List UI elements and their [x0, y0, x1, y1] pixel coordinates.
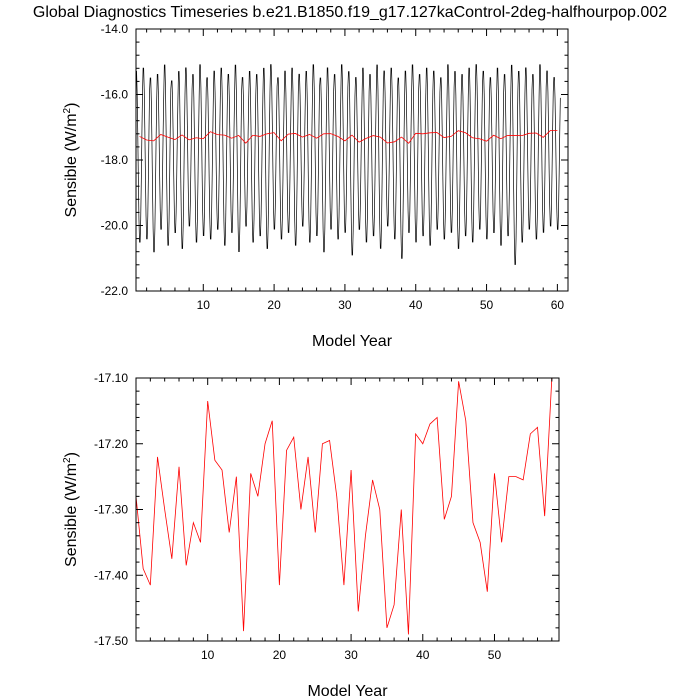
top-x-tick-label: 30	[338, 298, 352, 312]
top-series-group	[136, 64, 561, 265]
top-y-tick-label: -22.0	[101, 284, 129, 298]
bottom-y-axis-label: Sensible (W/m2)	[62, 452, 80, 567]
bottom-y-tick-label: -17.20	[94, 437, 128, 451]
bottom-x-tick-label: 20	[273, 648, 287, 662]
top-x-tick-label: 50	[480, 298, 494, 312]
top-y-tick-label: -14.0	[101, 22, 129, 36]
top-x-tick-label: 10	[197, 298, 211, 312]
bottom-x-axis-label: Model Year	[307, 683, 388, 700]
bottom-y-tick-label: -17.40	[94, 568, 128, 582]
bottom-y-tick-label: -17.50	[94, 634, 128, 648]
top-y-tick-label: -20.0	[101, 219, 129, 233]
top-plot-frame	[135, 28, 569, 292]
bottom-plot-frame	[135, 377, 560, 642]
bottom-y-tick-labels: -17.50 -17.40 -17.30 -17.20 -17.10	[94, 371, 128, 648]
top-x-tick-label: 40	[409, 298, 423, 312]
bottom-x-tick-label: 10	[201, 648, 215, 662]
bottom-ticks	[136, 377, 559, 642]
bottom-x-tick-labels: 10 20 30 40 50	[201, 648, 501, 662]
chart-title: Global Diagnostics Timeseries b.e21.B185…	[33, 4, 667, 21]
top-y-tick-label: -18.0	[101, 153, 129, 167]
bottom-y-tick-label: -17.30	[94, 503, 128, 517]
bottom-plot-area	[135, 377, 560, 642]
top-plot-area	[135, 28, 569, 292]
bottom-panel: 10 20 30 40 50 -17.50 -17.40 -17.30 -17.20 -17.1…	[62, 371, 560, 700]
top-annual-series-line	[139, 130, 558, 144]
top-y-tick-labels: -22.0 -20.0 -18.0 -16.0 -14.0	[101, 22, 129, 298]
top-y-axis-label: Sensible (W/m2)	[62, 103, 80, 218]
bottom-x-tick-label: 40	[416, 648, 430, 662]
bottom-x-tick-label: 50	[488, 648, 502, 662]
bottom-y-tick-label: -17.10	[94, 371, 128, 385]
top-x-tick-label: 60	[551, 298, 565, 312]
top-y-tick-label: -16.0	[101, 88, 129, 102]
top-monthly-series-line	[136, 64, 561, 265]
bottom-x-tick-label: 30	[344, 648, 358, 662]
bottom-annual-series-line	[135, 377, 559, 635]
top-panel: 10 20 30 40 50 60 -22.0 -20.0 -18.0 -16.0 -14.0 M…	[62, 22, 569, 350]
top-x-axis-label: Model Year	[312, 333, 393, 350]
bottom-series-group	[135, 377, 559, 635]
top-x-tick-labels: 10 20 30 40 50 60	[197, 298, 565, 312]
top-x-tick-label: 20	[267, 298, 281, 312]
